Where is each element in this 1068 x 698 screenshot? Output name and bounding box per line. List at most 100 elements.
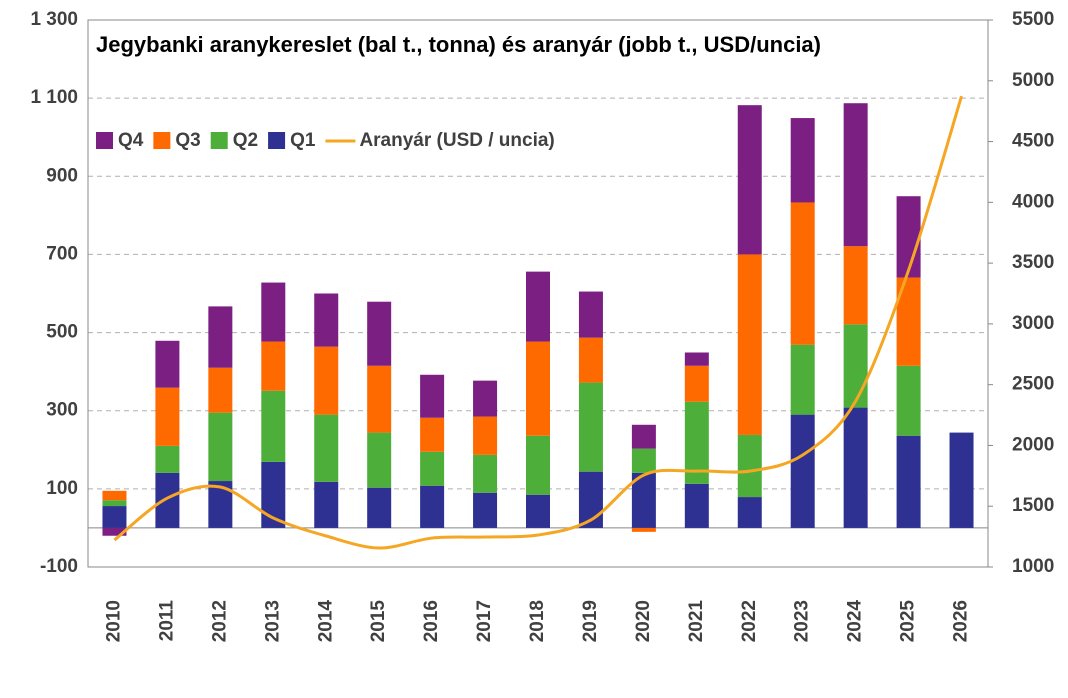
bar [843, 324, 868, 408]
bar [578, 382, 603, 472]
x-tick-label: 2013 [262, 600, 283, 642]
bar [420, 485, 445, 528]
bar [790, 202, 815, 345]
legend-swatch [96, 132, 113, 149]
bar [473, 416, 498, 455]
x-tick-label: 2021 [686, 600, 707, 643]
x-tick-label: 2023 [792, 600, 813, 642]
bar [420, 417, 445, 452]
bar [526, 341, 550, 436]
bar [155, 387, 180, 446]
bar [155, 472, 180, 528]
bar [631, 424, 656, 449]
y2-tick-label: 4500 [1012, 131, 1054, 152]
x-tick-label: 2016 [421, 600, 442, 642]
bar [631, 472, 656, 528]
bar [949, 432, 974, 528]
bar [473, 380, 498, 417]
y2-tick-label: 2500 [1012, 374, 1054, 395]
x-tick-label: 2014 [315, 600, 336, 643]
x-tick-label: 2024 [845, 600, 866, 643]
bar [473, 454, 498, 493]
y2-tick-label: 2000 [1012, 434, 1054, 455]
x-tick-label: 2017 [474, 600, 495, 642]
bar [367, 365, 392, 433]
y2-tick-label: 3000 [1012, 313, 1054, 334]
bar [578, 291, 603, 338]
x-tick-label: 2025 [898, 600, 919, 643]
chart-title: Jegybanki aranykereslet (bal t., tonna) … [96, 32, 821, 57]
y-tick-label: 700 [46, 243, 78, 264]
bar [843, 246, 868, 325]
bar [367, 432, 392, 488]
plot-frame [87, 19, 989, 568]
bar [896, 365, 921, 436]
y2-tick-label: 3500 [1012, 252, 1054, 273]
x-tick-label: 2019 [580, 600, 601, 642]
bar [843, 103, 868, 247]
bar [208, 412, 233, 482]
x-tick-label: 2012 [209, 600, 230, 642]
bar [578, 337, 603, 383]
bar [896, 196, 921, 278]
y-tick-label: -100 [40, 556, 78, 577]
bar [420, 374, 445, 418]
x-tick-label: 2020 [633, 600, 654, 642]
bar [737, 497, 762, 528]
bar [261, 390, 286, 462]
line [113, 95, 963, 550]
bar [631, 448, 656, 473]
y2-tick-label: 5500 [1012, 9, 1054, 30]
y2-tick-label: 5000 [1012, 70, 1054, 91]
bar [261, 341, 286, 391]
x-tick-label: 2015 [368, 600, 389, 643]
legend-label: Q4 [118, 130, 144, 151]
bar [684, 483, 709, 528]
y-tick-label: 500 [46, 322, 78, 343]
y-tick-label: 1 100 [30, 87, 78, 108]
x-tick-label: 2010 [103, 600, 124, 642]
bar [367, 301, 392, 366]
bar [737, 254, 762, 435]
bar [790, 414, 815, 528]
bar [367, 487, 392, 528]
bar [102, 500, 127, 507]
x-tick-label: 2026 [951, 600, 972, 642]
legend-label: Q1 [290, 130, 316, 151]
y-tick-label: 900 [46, 165, 78, 186]
bar [684, 352, 709, 366]
bar [526, 494, 550, 528]
legend-swatch [153, 132, 171, 149]
bar [314, 481, 339, 528]
bar [684, 365, 709, 402]
bar [526, 435, 550, 495]
bar [102, 506, 127, 528]
bar [155, 340, 180, 388]
bar [737, 105, 762, 255]
bar [420, 451, 445, 486]
bar [208, 367, 233, 413]
legend-label: Q2 [233, 130, 258, 151]
x-tick-label: 2022 [739, 600, 760, 642]
y-tick-label: 300 [46, 400, 78, 421]
legend-label: Aranyár (USD / uncia) [359, 130, 554, 151]
bar [631, 527, 656, 532]
bar [473, 492, 498, 528]
bar [155, 445, 180, 473]
bar [790, 344, 815, 415]
y2-tick-label: 1000 [1012, 556, 1054, 577]
x-tick-label: 2011 [156, 600, 177, 642]
y2-tick-label: 1500 [1012, 495, 1054, 516]
y2-tick-label: 4000 [1012, 191, 1054, 212]
bar [843, 407, 868, 528]
bar [314, 293, 339, 347]
legend-label: Q3 [175, 130, 200, 151]
bar [208, 306, 233, 368]
bar [102, 527, 127, 536]
legend-swatch [210, 132, 228, 149]
bar [314, 346, 339, 415]
bar [896, 435, 921, 528]
x-tick-label: 2018 [527, 600, 548, 642]
y-tick-label: 100 [46, 478, 78, 499]
